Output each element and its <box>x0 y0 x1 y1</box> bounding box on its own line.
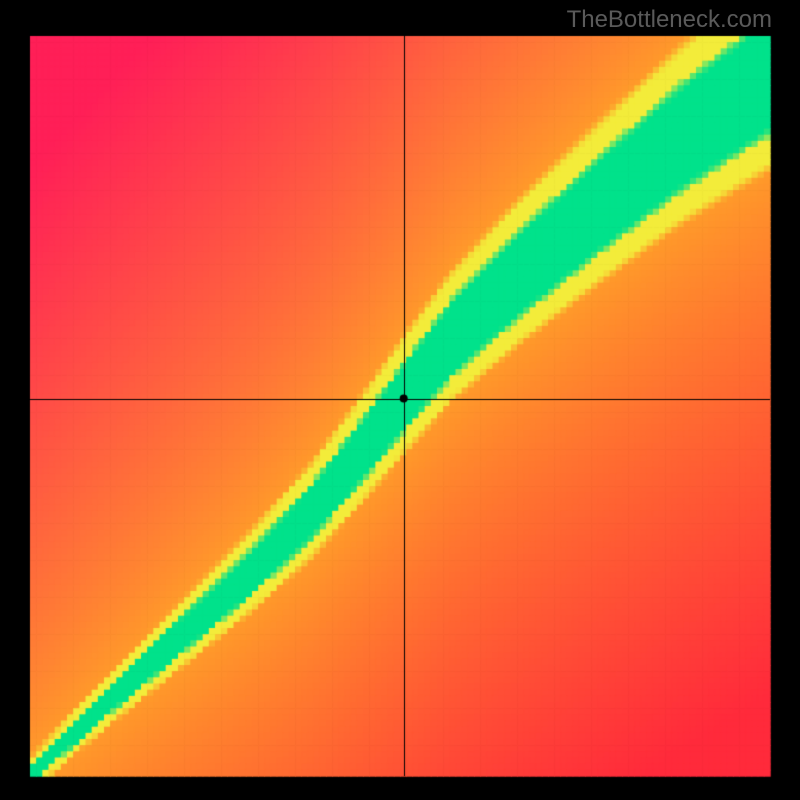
chart-container: TheBottleneck.com <box>0 0 800 800</box>
bottleneck-heatmap <box>0 0 800 800</box>
watermark-text: TheBottleneck.com <box>567 6 772 34</box>
